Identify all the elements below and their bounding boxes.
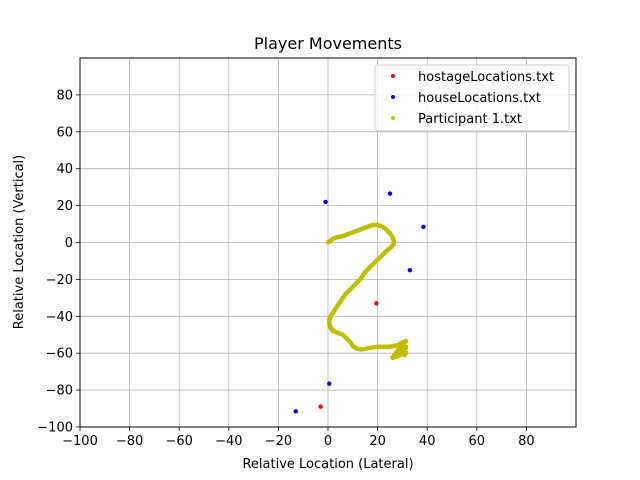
legend: hostageLocations.txt houseLocations.txt …	[375, 65, 569, 131]
house-point	[323, 200, 327, 204]
legend-label-house: houseLocations.txt	[418, 91, 541, 106]
y-tick-label: 60	[56, 125, 73, 140]
participant-point	[404, 350, 408, 354]
y-tick-label: −60	[46, 347, 73, 362]
x-axis-label: Relative Location (Lateral)	[242, 457, 413, 472]
house-point	[408, 268, 412, 272]
y-tick-label: 80	[56, 88, 73, 103]
y-tick-label: −100	[37, 421, 73, 436]
x-tick-label: 20	[369, 434, 386, 449]
y-tick-label: −20	[46, 273, 73, 288]
hostage-point	[318, 405, 322, 409]
x-tick-label: −60	[165, 434, 192, 449]
x-tick-label: −80	[116, 434, 143, 449]
x-tick-label: 40	[419, 434, 436, 449]
y-tick-label: 20	[56, 199, 73, 214]
chart-title: Player Movements	[254, 34, 402, 53]
legend-label-hostage: hostageLocations.txt	[418, 70, 554, 85]
legend-marker-hostage	[391, 74, 395, 78]
y-tick-label: 40	[56, 162, 73, 177]
legend-marker-house	[391, 95, 395, 99]
x-tick-label: 80	[518, 434, 535, 449]
legend-marker-participant	[391, 116, 395, 120]
y-tick-label: 0	[65, 236, 73, 251]
house-point	[327, 381, 331, 385]
x-tick-label: 60	[469, 434, 486, 449]
house-point	[294, 409, 298, 413]
x-tick-label: −40	[215, 434, 242, 449]
house-point	[388, 191, 392, 195]
x-tick-label: −20	[265, 434, 292, 449]
x-tick-label: 0	[324, 434, 332, 449]
y-tick-label: −80	[46, 384, 73, 399]
y-axis-label: Relative Location (Vertical)	[12, 155, 27, 329]
y-tick-label: −40	[46, 310, 73, 325]
house-point	[421, 225, 425, 229]
hostage-point	[374, 301, 378, 305]
x-tick-label: −100	[62, 434, 98, 449]
legend-label-participant: Participant 1.txt	[418, 112, 522, 127]
